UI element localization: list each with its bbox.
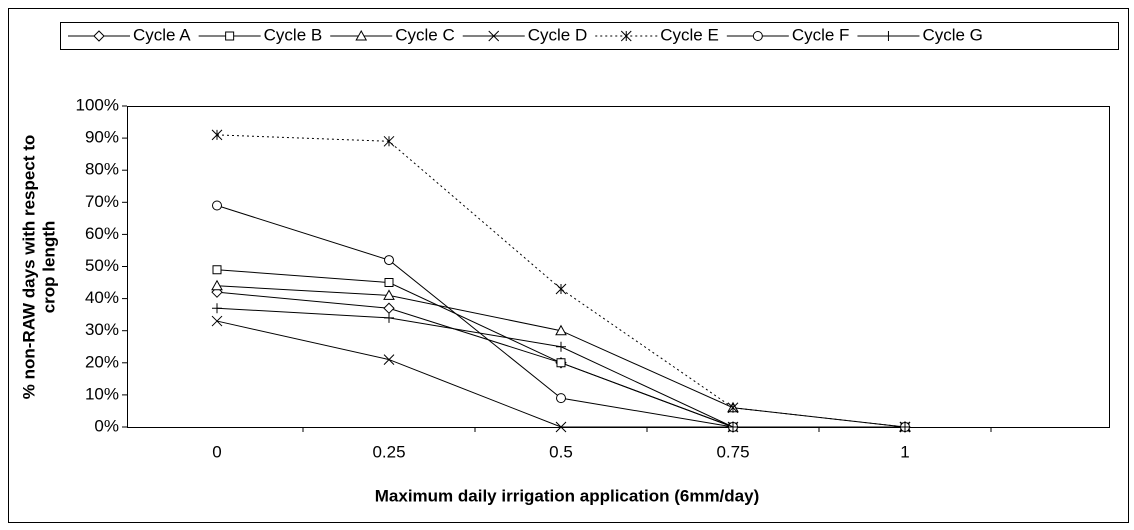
legend-label: Cycle F <box>792 25 850 44</box>
y-tick-label: 30% <box>85 320 119 339</box>
series-line <box>216 134 906 428</box>
y-tick-label: 20% <box>85 352 119 371</box>
x-tick-label: 0.5 <box>549 442 573 461</box>
marker <box>555 283 567 295</box>
marker <box>211 129 223 141</box>
legend-label: Cycle E <box>660 25 719 44</box>
marker <box>212 200 222 211</box>
marker <box>555 324 567 336</box>
legend-label: Cycle C <box>395 25 455 44</box>
y-tick-label: 100% <box>76 95 119 114</box>
marker <box>728 422 738 432</box>
marker <box>883 31 894 41</box>
y-tick-label: 70% <box>85 192 119 211</box>
marker <box>556 358 566 368</box>
legend-label: Cycle G <box>922 25 982 44</box>
legend-label: Cycle A <box>133 25 191 44</box>
marker <box>620 30 632 42</box>
marker <box>555 421 567 433</box>
legend-label: Cycle D <box>528 25 588 44</box>
x-tick-label: 0.75 <box>716 442 749 461</box>
marker <box>383 135 395 147</box>
marker <box>556 393 566 404</box>
marker <box>225 31 235 41</box>
marker <box>383 354 395 365</box>
x-axis-title: Maximum daily irrigation application (6m… <box>375 486 759 505</box>
marker <box>384 312 394 323</box>
y-tick-label: 60% <box>85 224 119 243</box>
y-tick-label: 90% <box>85 128 119 147</box>
y-tick-label: 80% <box>85 160 119 179</box>
y-tick-label: 10% <box>85 384 119 403</box>
marker <box>355 29 368 41</box>
y-axis-title: crop length <box>39 221 58 314</box>
marker <box>384 255 394 266</box>
x-tick-label: 0.25 <box>372 442 405 461</box>
marker <box>211 279 223 291</box>
marker <box>383 289 395 300</box>
marker <box>93 30 105 42</box>
legend-label: Cycle B <box>264 25 323 44</box>
y-axis-title: % non-RAW days with respect to <box>19 135 38 399</box>
marker <box>211 315 223 327</box>
y-tick-label: 0% <box>94 416 119 435</box>
x-tick-label: 1 <box>900 442 909 461</box>
marker <box>752 31 763 41</box>
marker <box>900 422 910 432</box>
marker <box>384 278 394 288</box>
x-tick-label: 0 <box>212 442 221 461</box>
y-tick-label: 50% <box>85 256 119 275</box>
marker <box>212 265 222 275</box>
y-tick-label: 40% <box>85 288 119 307</box>
marker <box>212 303 222 314</box>
marker <box>556 341 566 352</box>
marker <box>727 402 739 414</box>
marker <box>488 30 500 42</box>
plot-area <box>127 106 1110 428</box>
